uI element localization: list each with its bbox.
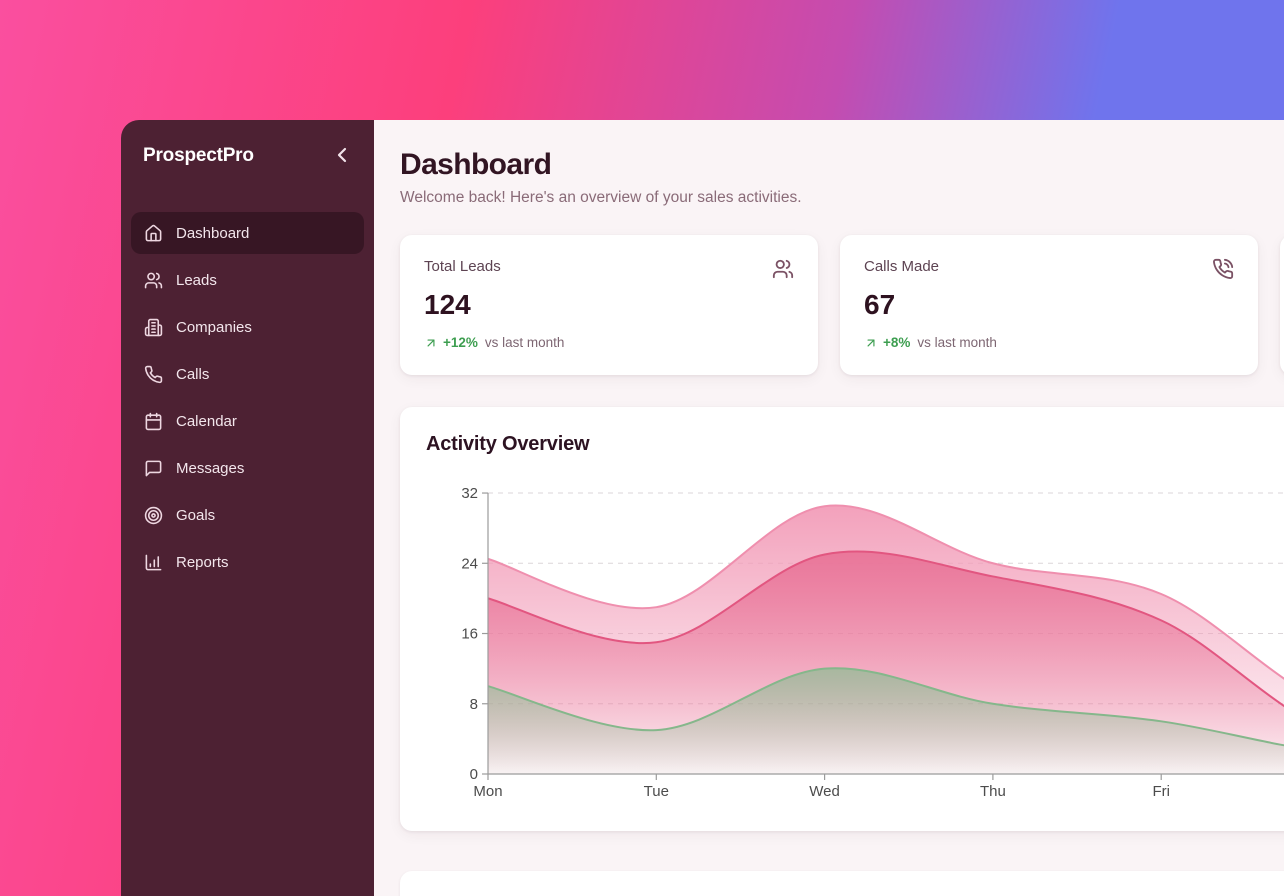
phone-icon [144,365,163,384]
svg-text:32: 32 [461,485,478,502]
sidebar-item-dashboard[interactable]: Dashboard [131,212,364,254]
main-content: Dashboard Welcome back! Here's an overvi… [374,120,1284,896]
svg-text:8: 8 [470,696,478,713]
stat-card-calls-made: Calls Made 67 +8% vs last month [840,235,1258,375]
chevron-left-icon [330,143,354,170]
sidebar-item-label: Goals [176,506,216,524]
stat-label: Total Leads [424,258,501,275]
sidebar-nav: Dashboard Leads Companies Calls Calendar Mess… [131,212,364,583]
bottom-card-clipped [400,871,1284,896]
app-logo: ProspectPro [143,145,254,166]
sidebar-header: ProspectPro [131,132,364,212]
sidebar-collapse-button[interactable] [330,144,354,168]
sidebar-item-label: Calls [176,365,210,383]
stat-value: 67 [864,289,896,320]
page-title: Dashboard [400,148,552,181]
sidebar: ProspectPro Dashboard Leads Companies Calls… [121,120,374,896]
sidebar-item-reports[interactable]: Reports [131,541,364,583]
sidebar-item-calls[interactable]: Calls [131,353,364,395]
stat-trend: +12% vs last month [424,335,794,350]
sidebar-item-label: Calendar [176,412,237,430]
svg-text:Wed: Wed [809,783,840,800]
arrow-up-right-icon [424,336,438,350]
trend-note: vs last month [917,335,997,350]
sidebar-item-calendar[interactable]: Calendar [131,400,364,442]
sidebar-item-label: Companies [176,318,252,336]
sidebar-item-label: Dashboard [176,224,250,242]
message-square-icon [144,459,163,478]
phone-call-icon [1212,258,1234,280]
svg-text:24: 24 [461,555,478,572]
target-icon [144,506,163,525]
svg-text:0: 0 [470,766,478,783]
app-window: ProspectPro Dashboard Leads Companies Calls… [121,120,1284,896]
trend-note: vs last month [484,335,565,350]
trend-percent: +8% [883,335,911,350]
trend-percent: +12% [443,335,478,350]
users-icon [144,271,163,290]
chart-title: Activity Overview [426,433,590,455]
svg-text:Mon: Mon [473,783,502,800]
arrow-up-right-icon [864,336,878,350]
users-icon [772,258,794,280]
building-icon [144,318,163,337]
sidebar-item-label: Leads [176,271,217,289]
svg-text:Fri: Fri [1152,783,1170,800]
bar-chart-icon [144,553,163,572]
page-subtitle: Welcome back! Here's an overview of your… [400,189,802,206]
svg-text:16: 16 [461,626,478,643]
sidebar-item-label: Reports [176,553,229,571]
home-icon [144,224,163,243]
sidebar-item-label: Messages [176,459,245,477]
sidebar-item-messages[interactable]: Messages [131,447,364,489]
calendar-icon [144,412,163,431]
stats-row: Total Leads 124 +12% vs last month Calls… [400,235,1284,375]
stat-label: Calls Made [864,258,940,275]
svg-text:Thu: Thu [980,783,1006,800]
sidebar-item-leads[interactable]: Leads [131,259,364,301]
stat-card-total-leads: Total Leads 124 +12% vs last month [400,235,818,375]
sidebar-item-companies[interactable]: Companies [131,306,364,348]
stat-value: 124 [424,289,471,320]
activity-area-chart: 08162432MonTueWedThuFriSatSun [461,485,1284,800]
stat-trend: +8% vs last month [864,335,1234,350]
svg-text:Tue: Tue [644,783,669,800]
activity-overview-card: Activity Overview 0 8 16 24 32 Mon Tue Wed Thu Fr… [400,407,1284,831]
sidebar-item-goals[interactable]: Goals [131,494,364,536]
stat-card-clipped [1280,235,1284,375]
